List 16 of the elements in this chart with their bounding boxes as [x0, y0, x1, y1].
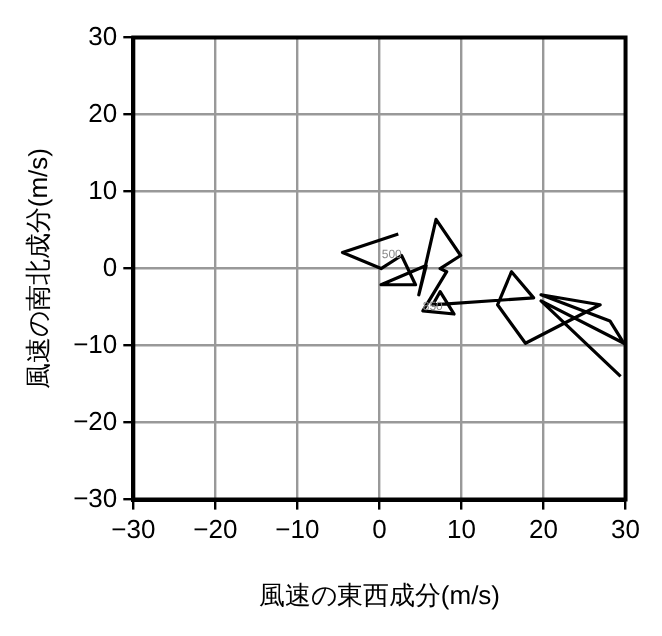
x-tick-label: −30: [111, 514, 156, 545]
y-axis-title: 風速の南北成分(m/s): [22, 147, 53, 390]
y-tick-label: 20: [88, 97, 118, 128]
x-axis-title: 風速の東西成分(m/s): [258, 579, 501, 610]
y-tick-label: −30: [73, 482, 118, 513]
y-tick-label: 0: [102, 251, 118, 282]
x-tick-label: 0: [372, 514, 387, 545]
y-tick-label: 30: [88, 20, 118, 51]
x-tick-label: 20: [529, 514, 558, 545]
y-tick-label: −10: [73, 328, 118, 359]
x-tick-label: −10: [275, 514, 320, 545]
y-tick-label: −20: [73, 405, 118, 436]
x-tick-label: −20: [193, 514, 238, 545]
x-tick-label: 30: [611, 514, 641, 545]
x-tick-label: 10: [446, 514, 476, 545]
y-tick-label: 10: [88, 174, 118, 205]
